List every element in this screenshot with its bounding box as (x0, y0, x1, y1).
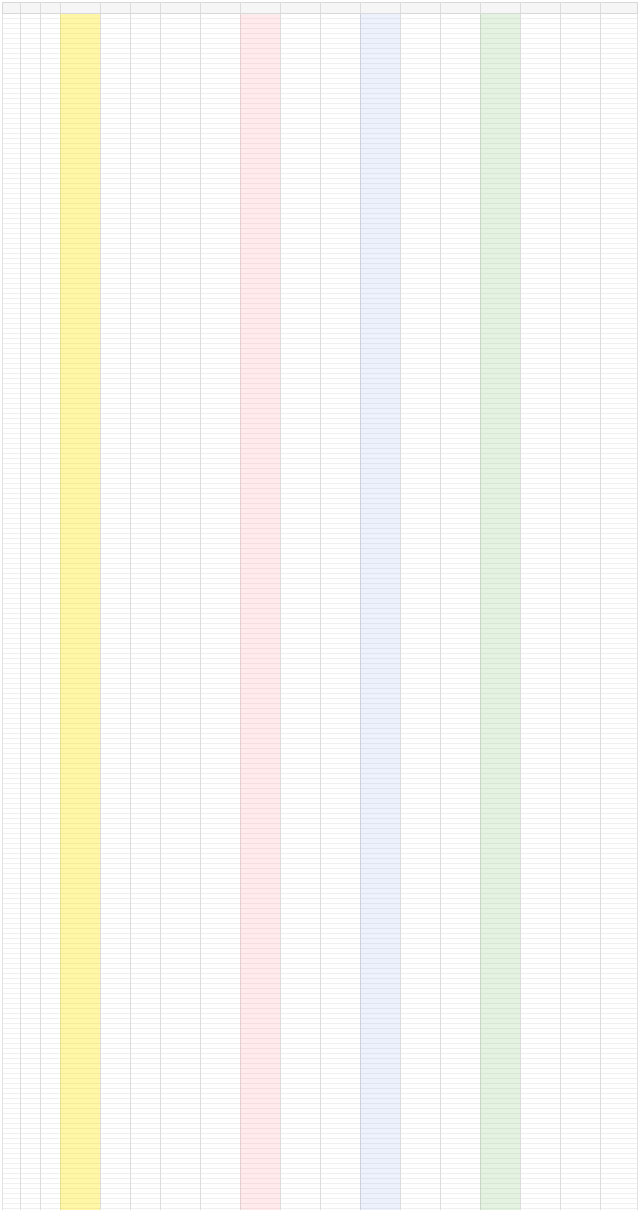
highlight-band-green (480, 14, 520, 1210)
column-divider (360, 2, 361, 1210)
column-divider (60, 2, 61, 1210)
column-divider (480, 2, 481, 1210)
column-divider (560, 2, 561, 1210)
column-divider (40, 2, 41, 1210)
column-divider (320, 2, 321, 1210)
column-divider (160, 2, 161, 1210)
column-divider (20, 2, 21, 1210)
column-divider (130, 2, 131, 1210)
column-divider (520, 2, 521, 1210)
column-divider (440, 2, 441, 1210)
column-divider (200, 2, 201, 1210)
highlight-band-blue (360, 14, 400, 1210)
column-divider (400, 2, 401, 1210)
column-divider (600, 2, 601, 1210)
highlight-band-yellow (60, 14, 100, 1210)
column-divider (240, 2, 241, 1210)
column-divider (280, 2, 281, 1210)
highlight-band-pink (240, 14, 280, 1210)
column-divider (100, 2, 101, 1210)
